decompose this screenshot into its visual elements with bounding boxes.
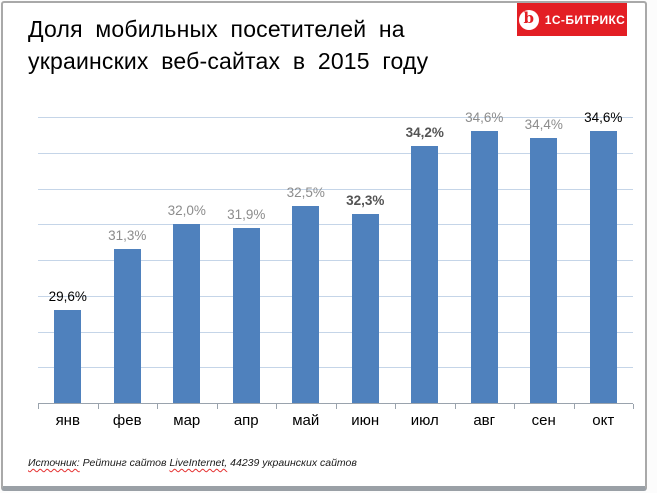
axis-tick (514, 404, 515, 409)
axis-tick (216, 404, 218, 409)
bar-value-label: 34,6% (465, 110, 504, 126)
gridline (38, 188, 633, 190)
axis-tick (573, 404, 575, 409)
gridline (38, 367, 633, 369)
gridline (38, 152, 633, 154)
bar (113, 249, 141, 403)
source-note: Источник: Рейтинг сайтов LiveInternet, 4… (28, 457, 357, 469)
bar (232, 227, 260, 403)
bar (292, 206, 320, 403)
bar (351, 213, 379, 403)
bar (470, 131, 498, 403)
bitrix-logo: b 1С-БИТРИКС (517, 3, 627, 36)
x-axis-label: фев (112, 412, 142, 429)
source-text-misspelled: LiveInternet, (169, 457, 228, 469)
x-axis-label: мар (173, 412, 201, 429)
source-text-misspelled: Источник: (28, 457, 80, 469)
source-text: 44239 украинских сайтов (227, 457, 357, 469)
axis-tick (38, 404, 39, 409)
axis-tick (335, 404, 337, 409)
x-axis-label: сен (531, 412, 556, 429)
bar (589, 131, 617, 403)
x-axis-label: янв (55, 412, 80, 429)
bar-value-label: 34,4% (524, 117, 563, 133)
gridline (38, 260, 633, 261)
x-axis-label: окт (592, 412, 615, 429)
source-text: Рейтинг сайтов (79, 457, 170, 469)
bar-value-label: 31,9% (227, 206, 266, 222)
gridline (38, 295, 633, 297)
chart-title: Доля мобильных посетителей на украинских … (28, 13, 428, 77)
x-axis-label: июн (351, 412, 380, 429)
bitrix-b-glyph: b (523, 9, 535, 27)
bar-value-label: 34,6% (584, 110, 623, 126)
bar-value-label: 32,5% (286, 185, 325, 201)
bitrix-logo-icon: b (518, 9, 539, 30)
gridline (38, 224, 633, 226)
bar (173, 224, 201, 403)
x-axis-label: май (292, 412, 320, 429)
bar-value-label: 34,2% (405, 124, 444, 140)
bar-value-label: 29,6% (48, 289, 87, 305)
bar-value-label: 32,3% (346, 192, 385, 208)
bar (530, 138, 558, 403)
bar-value-label: 32,0% (167, 203, 206, 219)
x-axis-label: апр (233, 412, 259, 429)
gridline (38, 117, 633, 118)
x-axis-label: авг (473, 412, 496, 429)
axis-tick (454, 404, 456, 409)
axis-tick (157, 404, 158, 409)
bar (411, 145, 439, 403)
axis-tick (97, 404, 99, 409)
x-axis-line (38, 403, 633, 404)
bitrix-logo-label: 1С-БИТРИКС (544, 12, 626, 27)
bar (54, 310, 82, 403)
bar-chart: 29,6% янв 31,3% фев 32,0% мар 31,9% апр 32,5% май… (3, 3, 645, 486)
x-axis-label: июл (410, 412, 439, 429)
slide-frame: Доля мобильных посетителей на украинских … (1, 1, 647, 491)
gridline (38, 331, 633, 333)
axis-tick (276, 404, 277, 409)
axis-tick (633, 404, 634, 409)
axis-tick (395, 404, 396, 409)
bar-value-label: 31,3% (108, 228, 147, 244)
chart-title-line2: украинских веб-сайтах в 2015 году (28, 48, 429, 74)
chart-title-line1: Доля мобильных посетителей на (28, 16, 405, 42)
